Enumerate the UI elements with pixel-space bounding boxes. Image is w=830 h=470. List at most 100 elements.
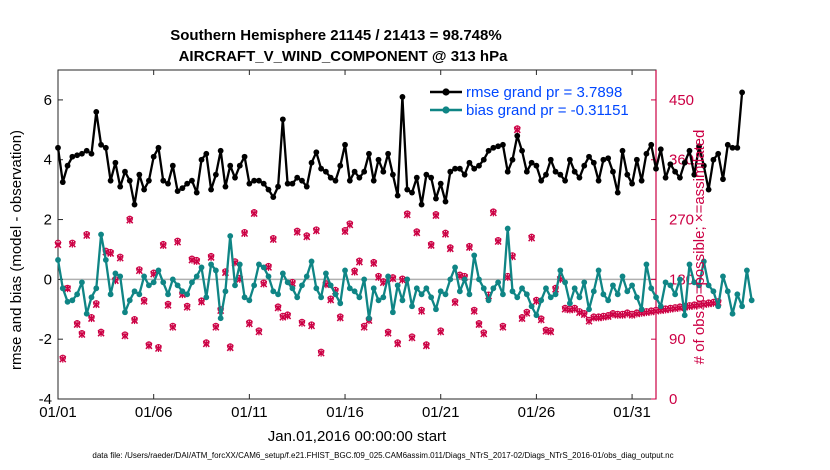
rmse-point <box>476 162 482 169</box>
bias-point <box>236 261 243 268</box>
obs-assimilated-marker <box>255 328 263 336</box>
rmse-point <box>490 144 497 151</box>
obs-assimilated-marker <box>408 334 416 342</box>
rmse-point <box>284 180 291 187</box>
obs-assimilated-marker <box>274 304 282 312</box>
rmse-point <box>356 174 363 181</box>
bias-point <box>74 291 81 298</box>
bias-point <box>337 300 344 307</box>
bias-point <box>543 285 549 292</box>
obs-assimilated-marker <box>346 221 354 229</box>
rmse-point <box>633 156 640 163</box>
bias-point <box>428 294 435 301</box>
rmse-point <box>485 147 492 154</box>
rmse-point <box>275 183 281 190</box>
bias-point <box>437 288 444 295</box>
rmse-point <box>504 168 511 175</box>
rmse-point <box>691 171 698 178</box>
bias-point <box>715 303 722 310</box>
rmse-point <box>696 143 702 150</box>
obs-assimilated-marker <box>174 238 182 246</box>
bias-point <box>653 294 659 301</box>
bias-point <box>657 303 664 310</box>
obs-assimilated-marker <box>384 329 392 337</box>
bias-point <box>212 267 219 274</box>
bias-point <box>571 285 578 292</box>
bias-point <box>318 294 325 301</box>
obs-assimilated-marker <box>145 342 153 350</box>
rmse-point <box>452 165 458 172</box>
rmse-point <box>734 144 741 151</box>
bias-point <box>370 285 377 292</box>
obs-assimilated-marker <box>303 233 311 241</box>
bias-point <box>667 282 674 289</box>
obs-assimilated-marker <box>264 263 273 271</box>
rmse-point <box>217 147 224 154</box>
rmse-point <box>289 180 296 187</box>
rmse-point <box>59 179 66 186</box>
bias-point <box>361 276 368 283</box>
bias-point <box>509 288 516 295</box>
bias-point <box>289 285 296 292</box>
obs-assimilated-marker <box>489 209 497 217</box>
obs-assimilated-marker <box>571 305 579 313</box>
rmse-point <box>126 177 133 184</box>
rmse-point <box>389 171 396 178</box>
rmse-point <box>337 162 344 169</box>
obs-assimilated-marker <box>245 320 253 328</box>
obs-assimilated-marker <box>470 307 478 315</box>
rmse-point <box>222 183 229 190</box>
bias-point <box>232 282 238 289</box>
obs-assimilated-marker <box>68 240 76 248</box>
bias-point <box>380 294 387 301</box>
bias-point <box>184 291 191 298</box>
rmse-point <box>375 156 382 163</box>
bias-point <box>638 306 645 313</box>
y-axis-right-label: # of obs: o=possible; ×=assimilated <box>691 130 708 365</box>
rmse-point <box>586 153 592 160</box>
rmse-point <box>342 141 348 148</box>
bias-point <box>399 297 406 304</box>
rmse-point <box>107 177 114 184</box>
bias-point <box>107 291 114 298</box>
rmse-point <box>88 150 95 157</box>
bias-point <box>88 294 95 301</box>
rmse-point <box>648 141 655 148</box>
obs-assimilated-marker <box>308 322 316 330</box>
obs-assimilated-marker <box>188 256 196 264</box>
bias-point <box>672 291 679 298</box>
bias-point <box>605 297 612 304</box>
bias-point <box>270 288 277 295</box>
rmse-point <box>332 177 339 184</box>
bias-point <box>476 276 482 283</box>
rmse-point <box>423 171 430 178</box>
bias-point <box>284 279 291 286</box>
rmse-point <box>667 161 674 168</box>
obs-assimilated-marker <box>250 210 258 218</box>
rmse-point <box>662 174 669 181</box>
bias-point <box>265 273 272 280</box>
bias-point <box>193 273 200 280</box>
bias-point <box>198 264 205 271</box>
x-tick-label: 01/01 <box>39 404 77 421</box>
rmse-point <box>705 186 712 193</box>
bias-point <box>418 291 425 298</box>
rmse-point <box>323 168 329 175</box>
bias-point <box>203 294 210 301</box>
rmse-point <box>179 185 186 192</box>
y-right-tick-label: 270 <box>669 212 694 229</box>
rmse-point <box>595 177 602 184</box>
obs-assimilated-marker <box>351 268 359 276</box>
bias-point <box>500 291 506 298</box>
obs-assimilated-marker <box>465 243 473 251</box>
bias-point <box>586 306 592 313</box>
obs-assimilated-marker <box>513 126 521 134</box>
obs-assimilated-marker <box>327 296 335 304</box>
obs-assimilated-marker <box>116 254 124 262</box>
bias-point <box>614 291 621 298</box>
bias-point <box>126 297 133 304</box>
obs-assimilated-marker <box>159 241 167 249</box>
obs-assimilated-marker <box>518 315 526 323</box>
bias-point <box>141 273 148 280</box>
obs-assimilated-marker <box>618 311 627 319</box>
